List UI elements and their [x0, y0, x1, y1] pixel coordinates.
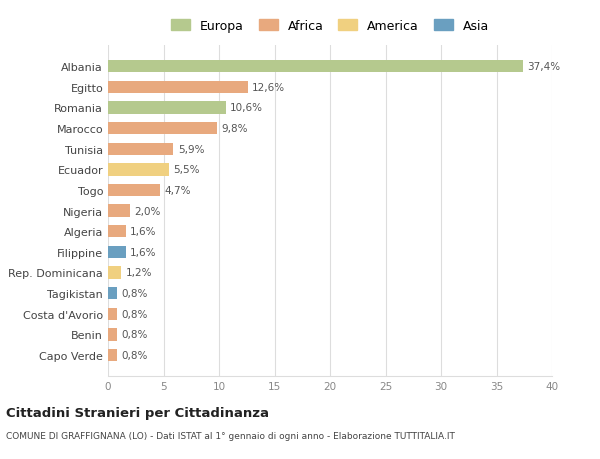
Bar	[108, 185, 160, 197]
Bar	[108, 61, 523, 73]
Bar	[108, 246, 126, 258]
Text: 0,8%: 0,8%	[121, 309, 148, 319]
Text: 9,8%: 9,8%	[221, 124, 248, 134]
Text: 0,8%: 0,8%	[121, 288, 148, 298]
Text: 1,6%: 1,6%	[130, 247, 157, 257]
Bar	[108, 308, 117, 320]
Text: Cittadini Stranieri per Cittadinanza: Cittadini Stranieri per Cittadinanza	[6, 406, 269, 419]
Bar	[108, 123, 217, 135]
Bar	[108, 164, 169, 176]
Text: 37,4%: 37,4%	[527, 62, 561, 72]
Bar	[108, 329, 117, 341]
Bar	[108, 143, 173, 156]
Bar	[108, 349, 117, 361]
Text: 0,8%: 0,8%	[121, 330, 148, 340]
Text: 10,6%: 10,6%	[230, 103, 263, 113]
Bar	[108, 205, 130, 217]
Bar	[108, 287, 117, 300]
Legend: Europa, Africa, America, Asia: Europa, Africa, America, Asia	[171, 20, 489, 33]
Text: 4,7%: 4,7%	[164, 185, 191, 196]
Text: 5,5%: 5,5%	[173, 165, 200, 175]
Text: 5,9%: 5,9%	[178, 145, 205, 154]
Bar	[108, 225, 126, 238]
Text: COMUNE DI GRAFFIGNANA (LO) - Dati ISTAT al 1° gennaio di ogni anno - Elaborazion: COMUNE DI GRAFFIGNANA (LO) - Dati ISTAT …	[6, 431, 455, 441]
Text: 12,6%: 12,6%	[253, 83, 286, 93]
Bar	[108, 267, 121, 279]
Text: 1,6%: 1,6%	[130, 227, 157, 237]
Text: 2,0%: 2,0%	[134, 206, 161, 216]
Bar	[108, 102, 226, 114]
Bar	[108, 82, 248, 94]
Text: 1,2%: 1,2%	[126, 268, 152, 278]
Text: 0,8%: 0,8%	[121, 350, 148, 360]
